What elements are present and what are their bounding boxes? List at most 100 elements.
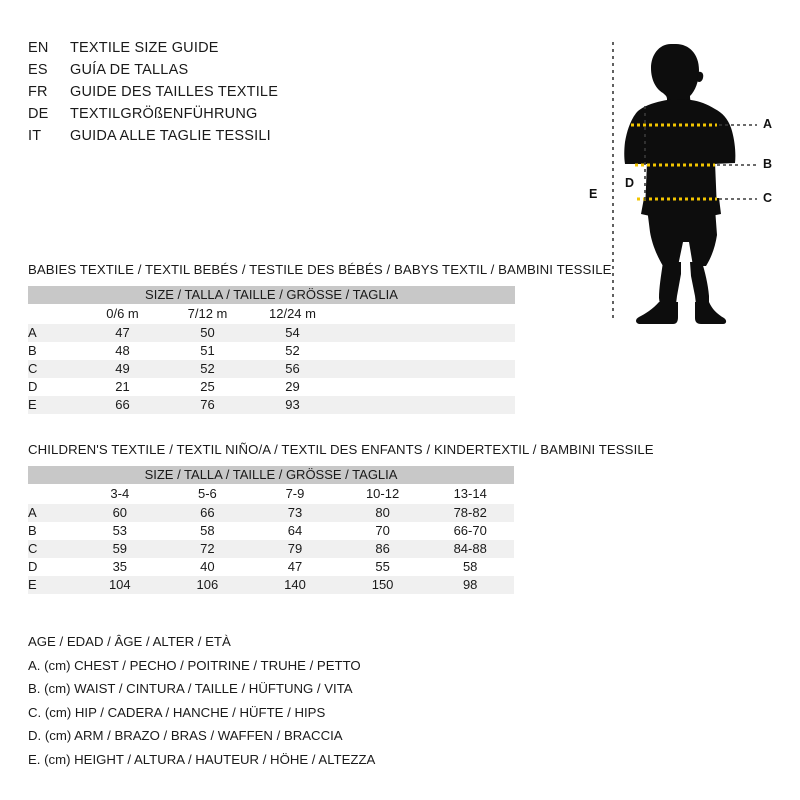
column-header-cell: 7-9 bbox=[251, 484, 339, 504]
measurement-cell: 56 bbox=[250, 360, 335, 378]
legend-line: D. (cm) ARM / BRAZO / BRAS / WAFFEN / BR… bbox=[28, 728, 343, 743]
table-row: A 47 50 54 bbox=[28, 324, 515, 342]
legend-line: C. (cm) HIP / CADERA / HANCHE / HÜFTE / … bbox=[28, 704, 326, 720]
size-banner-label: SIZE / TALLA / TAILLE / GRÖSSE / TAGLIA bbox=[28, 286, 515, 304]
measurement-cell: 72 bbox=[163, 540, 252, 558]
language-title: GUÍA DE TALLAS bbox=[70, 62, 189, 78]
babies-section-title: BABIES TEXTILE / TEXTIL BEBÉS / TESTILE … bbox=[28, 262, 612, 277]
language-title: GUIDE DES TAILLES TEXTILE bbox=[70, 84, 279, 100]
row-label-cell: D bbox=[28, 379, 38, 394]
measurement-cell: 21 bbox=[115, 379, 130, 394]
measurement-cell: 150 bbox=[338, 576, 427, 594]
size-banner-row: SIZE / TALLA / TAILLE / GRÖSSE / TAGLIA bbox=[28, 286, 515, 304]
language-code: EN bbox=[28, 40, 49, 56]
measurement-cell: 52 bbox=[165, 360, 250, 378]
children-section-title: CHILDREN'S TEXTILE / TEXTIL NIÑO/A / TEX… bbox=[28, 442, 654, 457]
measurement-cell: 55 bbox=[375, 559, 390, 574]
measurement-cell: 51 bbox=[200, 343, 215, 358]
language-row: DE TEXTILGRÖßENFÜHRUNG bbox=[28, 106, 448, 128]
row-label-cell: A bbox=[28, 324, 80, 342]
corner-cell bbox=[28, 304, 80, 324]
child-silhouette-svg bbox=[612, 42, 757, 324]
row-label-cell: E bbox=[28, 576, 76, 594]
babies-size-section: BABIES TEXTILE / TEXTIL BEBÉS / TESTILE … bbox=[28, 262, 648, 414]
dimension-label-b: B bbox=[763, 157, 773, 171]
row-label-cell: D bbox=[28, 559, 38, 574]
children-table-body: SIZE / TALLA / TAILLE / GRÖSSE / TAGLIA 3… bbox=[28, 466, 515, 594]
column-header-row: 3-4 5-6 7-9 10-12 13-14 bbox=[28, 484, 515, 504]
legend-line: AGE / EDAD / ÂGE / ALTER / ETÀ bbox=[28, 634, 231, 649]
measurement-cell: 86 bbox=[338, 540, 427, 558]
measurement-cell: 29 bbox=[285, 379, 300, 394]
row-label-cell: C bbox=[28, 360, 80, 378]
measurement-cell: 78-82 bbox=[426, 504, 515, 522]
measurement-cell: 59 bbox=[76, 540, 164, 558]
language-title: TEXTILE SIZE GUIDE bbox=[70, 40, 219, 56]
language-title: TEXTILGRÖßENFÜHRUNG bbox=[70, 106, 258, 122]
table-row: A 60 66 73 80 78-82 bbox=[28, 504, 515, 522]
measurement-cell: 104 bbox=[76, 576, 164, 594]
measurement-cell: 66 bbox=[163, 504, 252, 522]
column-header-cell: 0/6 m bbox=[80, 304, 165, 324]
table-row: E 104 106 140 150 98 bbox=[28, 576, 515, 594]
measurement-cell: 58 bbox=[200, 523, 215, 538]
filler-cell bbox=[335, 360, 515, 378]
measurement-cell: 40 bbox=[200, 559, 215, 574]
row-label-cell: E bbox=[28, 396, 80, 414]
children-size-table: SIZE / TALLA / TAILLE / GRÖSSE / TAGLIA 3… bbox=[28, 466, 515, 594]
column-header-cell: 13-14 bbox=[426, 484, 515, 504]
language-row: IT GUIDA ALLE TAGLIE TESSILI bbox=[28, 128, 448, 150]
language-code: FR bbox=[28, 84, 48, 100]
language-code: DE bbox=[28, 106, 49, 122]
table-row: B 53 58 64 70 66-70 bbox=[28, 522, 514, 540]
measurement-cell: 50 bbox=[165, 324, 250, 342]
measurement-cell: 35 bbox=[112, 559, 128, 574]
measurement-cell: 76 bbox=[165, 396, 250, 414]
language-code: ES bbox=[28, 62, 48, 78]
table-row: E 66 76 93 bbox=[28, 396, 515, 414]
table-row: C 59 72 79 86 84-88 bbox=[28, 540, 515, 558]
language-title: GUIDA ALLE TAGLIE TESSILI bbox=[70, 128, 271, 144]
language-row: ES GUÍA DE TALLAS bbox=[28, 62, 448, 84]
size-banner-row: SIZE / TALLA / TAILLE / GRÖSSE / TAGLIA bbox=[28, 466, 515, 484]
measurement-cell: 84-88 bbox=[426, 540, 515, 558]
row-label-cell: C bbox=[28, 540, 76, 558]
language-row: FR GUIDE DES TAILLES TEXTILE bbox=[28, 84, 448, 106]
measurement-cell: 79 bbox=[251, 540, 339, 558]
measurement-cell: 70 bbox=[375, 523, 390, 538]
child-silhouette bbox=[624, 44, 736, 324]
measurement-figure-diagram: E D A B C bbox=[575, 30, 800, 330]
babies-table-body: SIZE / TALLA / TAILLE / GRÖSSE / TAGLIA 0… bbox=[28, 286, 515, 414]
measurement-cell: 106 bbox=[163, 576, 252, 594]
filler-cell bbox=[335, 304, 515, 324]
dimension-label-c: C bbox=[763, 191, 773, 205]
measurement-legend: AGE / EDAD / ÂGE / ALTER / ETÀ A. (cm) CH… bbox=[28, 630, 548, 771]
measurement-cell: 60 bbox=[76, 504, 164, 522]
column-header-cell: 12/24 m bbox=[250, 304, 335, 324]
filler-cell bbox=[335, 378, 515, 396]
measurement-cell: 98 bbox=[426, 576, 515, 594]
language-code: IT bbox=[28, 128, 42, 144]
table-row: B 48 51 52 bbox=[28, 342, 515, 360]
dimension-label-a: A bbox=[763, 117, 773, 131]
measurement-cell: 140 bbox=[251, 576, 339, 594]
row-label-cell: B bbox=[28, 343, 37, 358]
children-size-section: CHILDREN'S TEXTILE / TEXTIL NIÑO/A / TEX… bbox=[28, 442, 654, 594]
measurement-cell: 66-70 bbox=[453, 523, 487, 538]
measurement-cell: 80 bbox=[338, 504, 427, 522]
column-header-cell: 5-6 bbox=[163, 484, 252, 504]
row-label-cell: A bbox=[28, 504, 76, 522]
measurement-cell: 54 bbox=[250, 324, 335, 342]
size-banner-label: SIZE / TALLA / TAILLE / GRÖSSE / TAGLIA bbox=[28, 466, 515, 484]
measurement-cell: 52 bbox=[285, 343, 300, 358]
measurement-cell: 49 bbox=[80, 360, 165, 378]
filler-cell bbox=[335, 324, 515, 342]
measurement-cell: 47 bbox=[287, 559, 303, 574]
dimension-label-e: E bbox=[589, 187, 598, 201]
filler-cell bbox=[335, 342, 515, 360]
corner-cell bbox=[28, 484, 76, 504]
measurement-cell: 73 bbox=[251, 504, 339, 522]
column-header-cell: 7/12 m bbox=[165, 304, 250, 324]
measurement-cell: 47 bbox=[80, 324, 165, 342]
measurement-cell: 64 bbox=[287, 523, 303, 538]
